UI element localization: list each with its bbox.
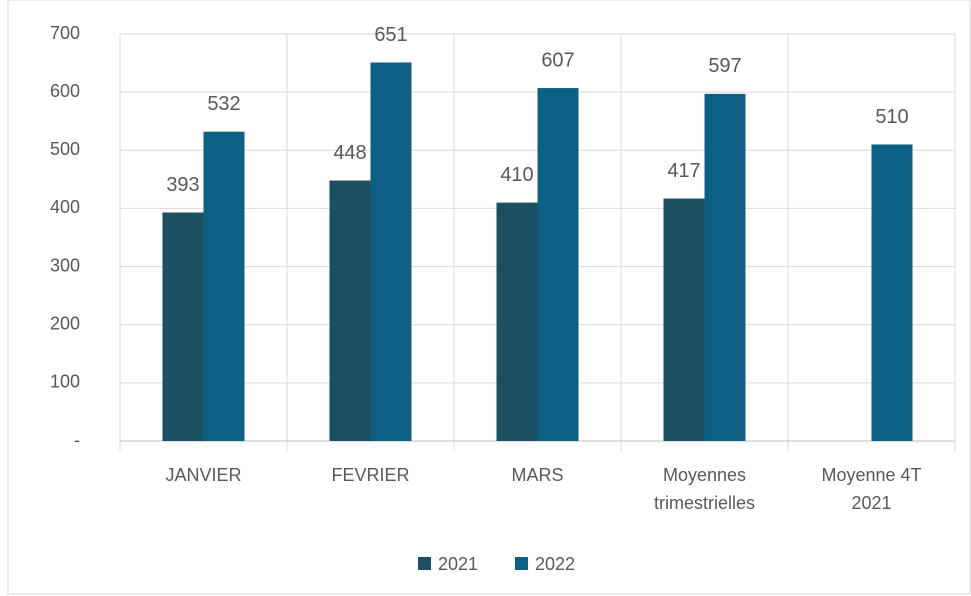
y-tick-label: 300 <box>50 255 80 275</box>
x-tick-label: FEVRIER <box>331 465 409 485</box>
bar <box>203 131 245 441</box>
x-tick-label: MARS <box>511 465 563 485</box>
bar <box>704 93 746 441</box>
data-label: 448 <box>333 142 366 164</box>
bar <box>663 198 705 441</box>
data-label: 393 <box>166 174 199 196</box>
y-tick-label: 200 <box>50 313 80 333</box>
data-label: 597 <box>708 55 741 77</box>
x-tick-label: Moyennes trimestrielles <box>654 465 755 513</box>
data-label: 607 <box>541 49 574 71</box>
legend-swatch <box>515 557 528 570</box>
bar <box>329 180 371 441</box>
bar <box>537 88 579 441</box>
y-tick-label: 100 <box>50 372 80 392</box>
data-label: 410 <box>500 164 533 186</box>
data-label: 651 <box>374 24 407 46</box>
legend-swatch <box>418 557 431 570</box>
data-label: 532 <box>207 93 240 115</box>
bar <box>370 62 412 442</box>
bar <box>496 202 538 441</box>
y-tick-label: 600 <box>50 81 80 101</box>
legend-label: 2021 <box>438 554 478 574</box>
y-tick-label: 700 <box>50 23 80 43</box>
x-tick-label: JANVIER <box>165 465 241 485</box>
data-label: 417 <box>667 160 700 182</box>
y-tick-label: 400 <box>50 197 80 217</box>
x-tick-label: Moyenne 4T 2021 <box>821 465 921 513</box>
bar <box>162 212 204 441</box>
data-label: 510 <box>875 106 908 128</box>
chart-frame <box>7 0 971 595</box>
y-tick-label: - <box>74 430 80 450</box>
y-tick-label: 500 <box>50 139 80 159</box>
legend-label: 2022 <box>535 554 575 574</box>
bar <box>871 144 913 441</box>
